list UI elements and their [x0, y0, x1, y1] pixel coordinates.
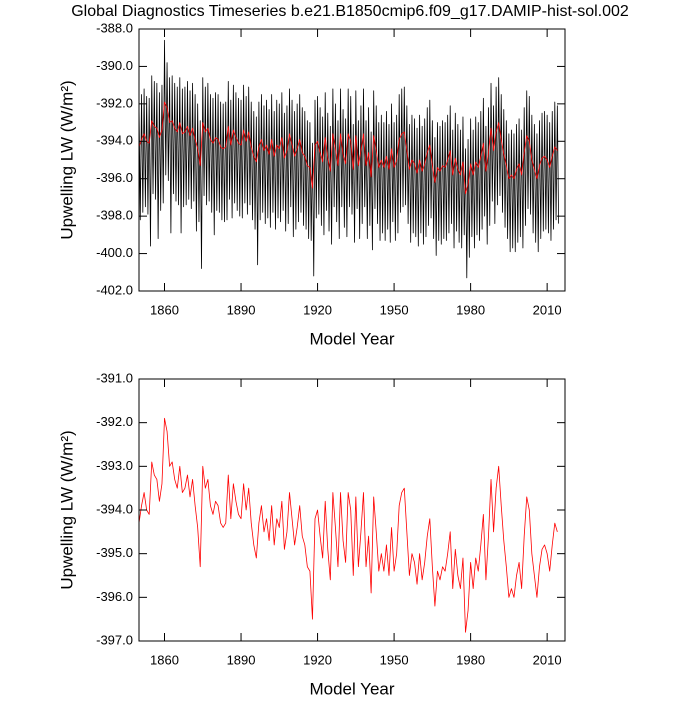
x-tick-label: 1890: [227, 652, 256, 667]
y-tick-label: -391.0: [96, 370, 133, 385]
y-tick-label: -392.0: [96, 414, 133, 429]
y-tick-label: -394.0: [96, 133, 133, 148]
x-axis-label: Model Year: [309, 329, 394, 348]
x-tick-label: 1950: [380, 652, 409, 667]
x-tick-label: 1980: [456, 652, 485, 667]
y-tick-label: -396.0: [96, 170, 133, 185]
x-tick-label: 2010: [533, 302, 562, 317]
x-axis-label: Model Year: [309, 679, 394, 698]
data-line: [139, 417, 558, 633]
y-tick-label: -388.0: [96, 20, 133, 35]
y-tick-label: -396.0: [96, 589, 133, 604]
y-tick-label: -397.0: [96, 632, 133, 647]
y-tick-label: -390.0: [96, 58, 133, 73]
y-axis-label: Upwelling LW (W/m²): [57, 430, 76, 589]
y-tick-label: -395.0: [96, 545, 133, 560]
data-line: [139, 101, 558, 195]
y-tick-label: -402.0: [96, 282, 133, 297]
plot-frame: [138, 28, 566, 292]
y-tick-label: -394.0: [96, 501, 133, 516]
x-tick-label: 1890: [227, 302, 256, 317]
data-line: [139, 39, 560, 279]
x-tick-label: 1920: [303, 652, 332, 667]
chart-title: Global Diagnostics Timeseries b.e21.B185…: [71, 3, 629, 20]
y-tick-label: -393.0: [96, 458, 133, 473]
x-tick-label: 1920: [303, 302, 332, 317]
x-tick-label: 1950: [380, 302, 409, 317]
y-tick-label: -400.0: [96, 245, 133, 260]
y-axis-label: Upwelling LW (W/m²): [57, 80, 76, 239]
x-tick-label: 2010: [533, 652, 562, 667]
plot-frame: [138, 378, 566, 642]
x-tick-label: 1860: [150, 302, 179, 317]
y-tick-label: -392.0: [96, 95, 133, 110]
x-tick-label: 1980: [456, 302, 485, 317]
x-tick-label: 1860: [150, 652, 179, 667]
y-tick-label: -398.0: [96, 208, 133, 223]
